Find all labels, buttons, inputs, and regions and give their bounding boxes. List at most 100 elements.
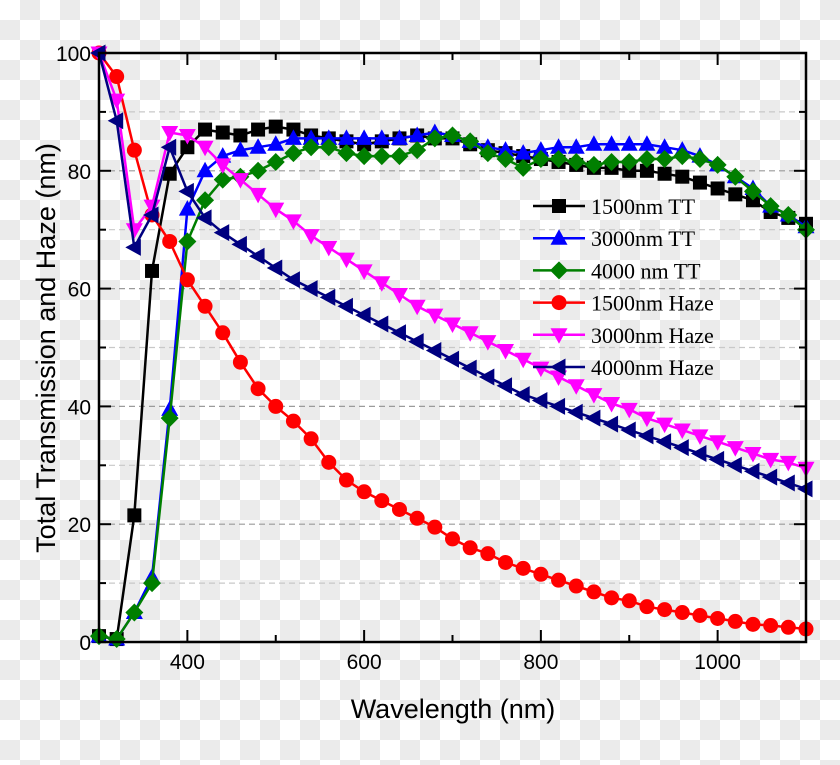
data-point — [355, 264, 373, 280]
y-tick-label: 0 — [79, 632, 91, 655]
tick-labels: 0 20 40 60 80 100 400 600 800 1000 — [56, 43, 741, 674]
data-point — [479, 335, 497, 351]
data-point — [657, 602, 673, 618]
data-point — [710, 610, 726, 626]
data-point — [531, 392, 548, 410]
data-point — [620, 421, 636, 439]
data-point — [178, 232, 197, 251]
data-point — [145, 263, 160, 278]
legend-marker — [552, 199, 566, 213]
data-point — [162, 166, 177, 181]
data-point — [425, 129, 444, 148]
data-point — [215, 125, 230, 140]
series-4000-nm-tt — [90, 126, 815, 649]
data-point — [708, 155, 727, 174]
data-point — [480, 546, 496, 562]
data-point — [161, 126, 179, 142]
data-point — [639, 599, 655, 615]
data-point — [779, 474, 795, 492]
legend-item: 1500nm TT — [533, 194, 696, 219]
data-point — [568, 578, 584, 594]
legend: 1500nm TT 3000nm TT 4000 nm TT 1500nm Haze 3… — [533, 194, 714, 380]
data-point — [355, 129, 373, 145]
data-point — [160, 138, 177, 156]
y-tick-label: 100 — [56, 43, 91, 66]
data-point — [125, 238, 141, 256]
data-point — [196, 140, 214, 157]
data-point — [762, 452, 780, 469]
data-point — [374, 493, 390, 509]
data-point — [373, 129, 391, 145]
legend-label: 1500nm TT — [591, 194, 696, 219]
y-tick-label: 40 — [68, 396, 91, 419]
data-point — [620, 135, 638, 151]
legend-label: 4000 nm TT — [591, 258, 701, 283]
data-point — [637, 150, 656, 169]
axes — [97, 51, 808, 644]
data-point — [425, 341, 442, 359]
data-point — [726, 441, 744, 457]
x-tick-label: 1000 — [694, 651, 741, 674]
data-point — [285, 413, 301, 429]
data-point — [549, 397, 566, 415]
data-point — [409, 510, 425, 526]
data-point — [213, 224, 230, 242]
data-point — [514, 158, 533, 177]
data-point — [284, 214, 302, 230]
series-3000nm-haze — [90, 46, 815, 478]
data-point — [391, 501, 407, 517]
data-point — [178, 182, 194, 200]
data-point — [373, 276, 391, 292]
data-point — [319, 138, 338, 157]
legend-item: 3000nm TT — [533, 226, 696, 251]
data-point — [337, 252, 355, 269]
data-point — [372, 147, 391, 166]
data-point — [231, 235, 247, 253]
data-point — [107, 112, 124, 130]
legend-marker — [550, 261, 568, 280]
data-point — [496, 150, 515, 169]
data-point — [675, 169, 690, 184]
grid — [99, 111, 806, 584]
data-point — [444, 317, 461, 333]
data-point — [638, 411, 656, 428]
legend-label: 1500nm Haze — [591, 291, 714, 316]
data-point — [231, 173, 249, 189]
data-point — [196, 209, 212, 227]
data-point — [443, 350, 459, 368]
data-point — [249, 138, 267, 154]
data-point — [637, 427, 654, 445]
y-axis-title: Total Transmission and Haze (nm) — [31, 143, 61, 553]
data-point — [584, 409, 601, 427]
data-point — [586, 584, 602, 600]
data-point — [268, 398, 284, 414]
legend-item: 4000nm Haze — [533, 355, 714, 380]
data-point — [108, 93, 126, 110]
data-point — [126, 142, 142, 158]
legend-marker — [551, 295, 567, 311]
data-point — [162, 233, 178, 249]
data-point — [302, 138, 321, 157]
data-point — [745, 616, 761, 632]
data-point — [109, 69, 125, 85]
data-point — [620, 402, 638, 419]
data-point — [462, 540, 478, 556]
data-point — [744, 447, 762, 463]
data-point — [603, 396, 621, 413]
data-point — [743, 462, 760, 480]
data-point — [691, 429, 709, 445]
data-point — [320, 129, 338, 145]
data-point — [567, 379, 585, 395]
legend-label: 4000nm Haze — [591, 355, 714, 380]
y-tick-label: 60 — [68, 279, 91, 302]
legend-item: 1500nm Haze — [533, 291, 714, 316]
legend-label: 3000nm Haze — [591, 323, 714, 348]
data-point — [709, 435, 727, 451]
data-point — [461, 132, 480, 151]
data-point — [302, 129, 320, 145]
data-point — [372, 315, 389, 333]
series-4000nm-haze — [90, 44, 813, 498]
data-point — [743, 182, 762, 201]
data-point — [478, 368, 495, 386]
